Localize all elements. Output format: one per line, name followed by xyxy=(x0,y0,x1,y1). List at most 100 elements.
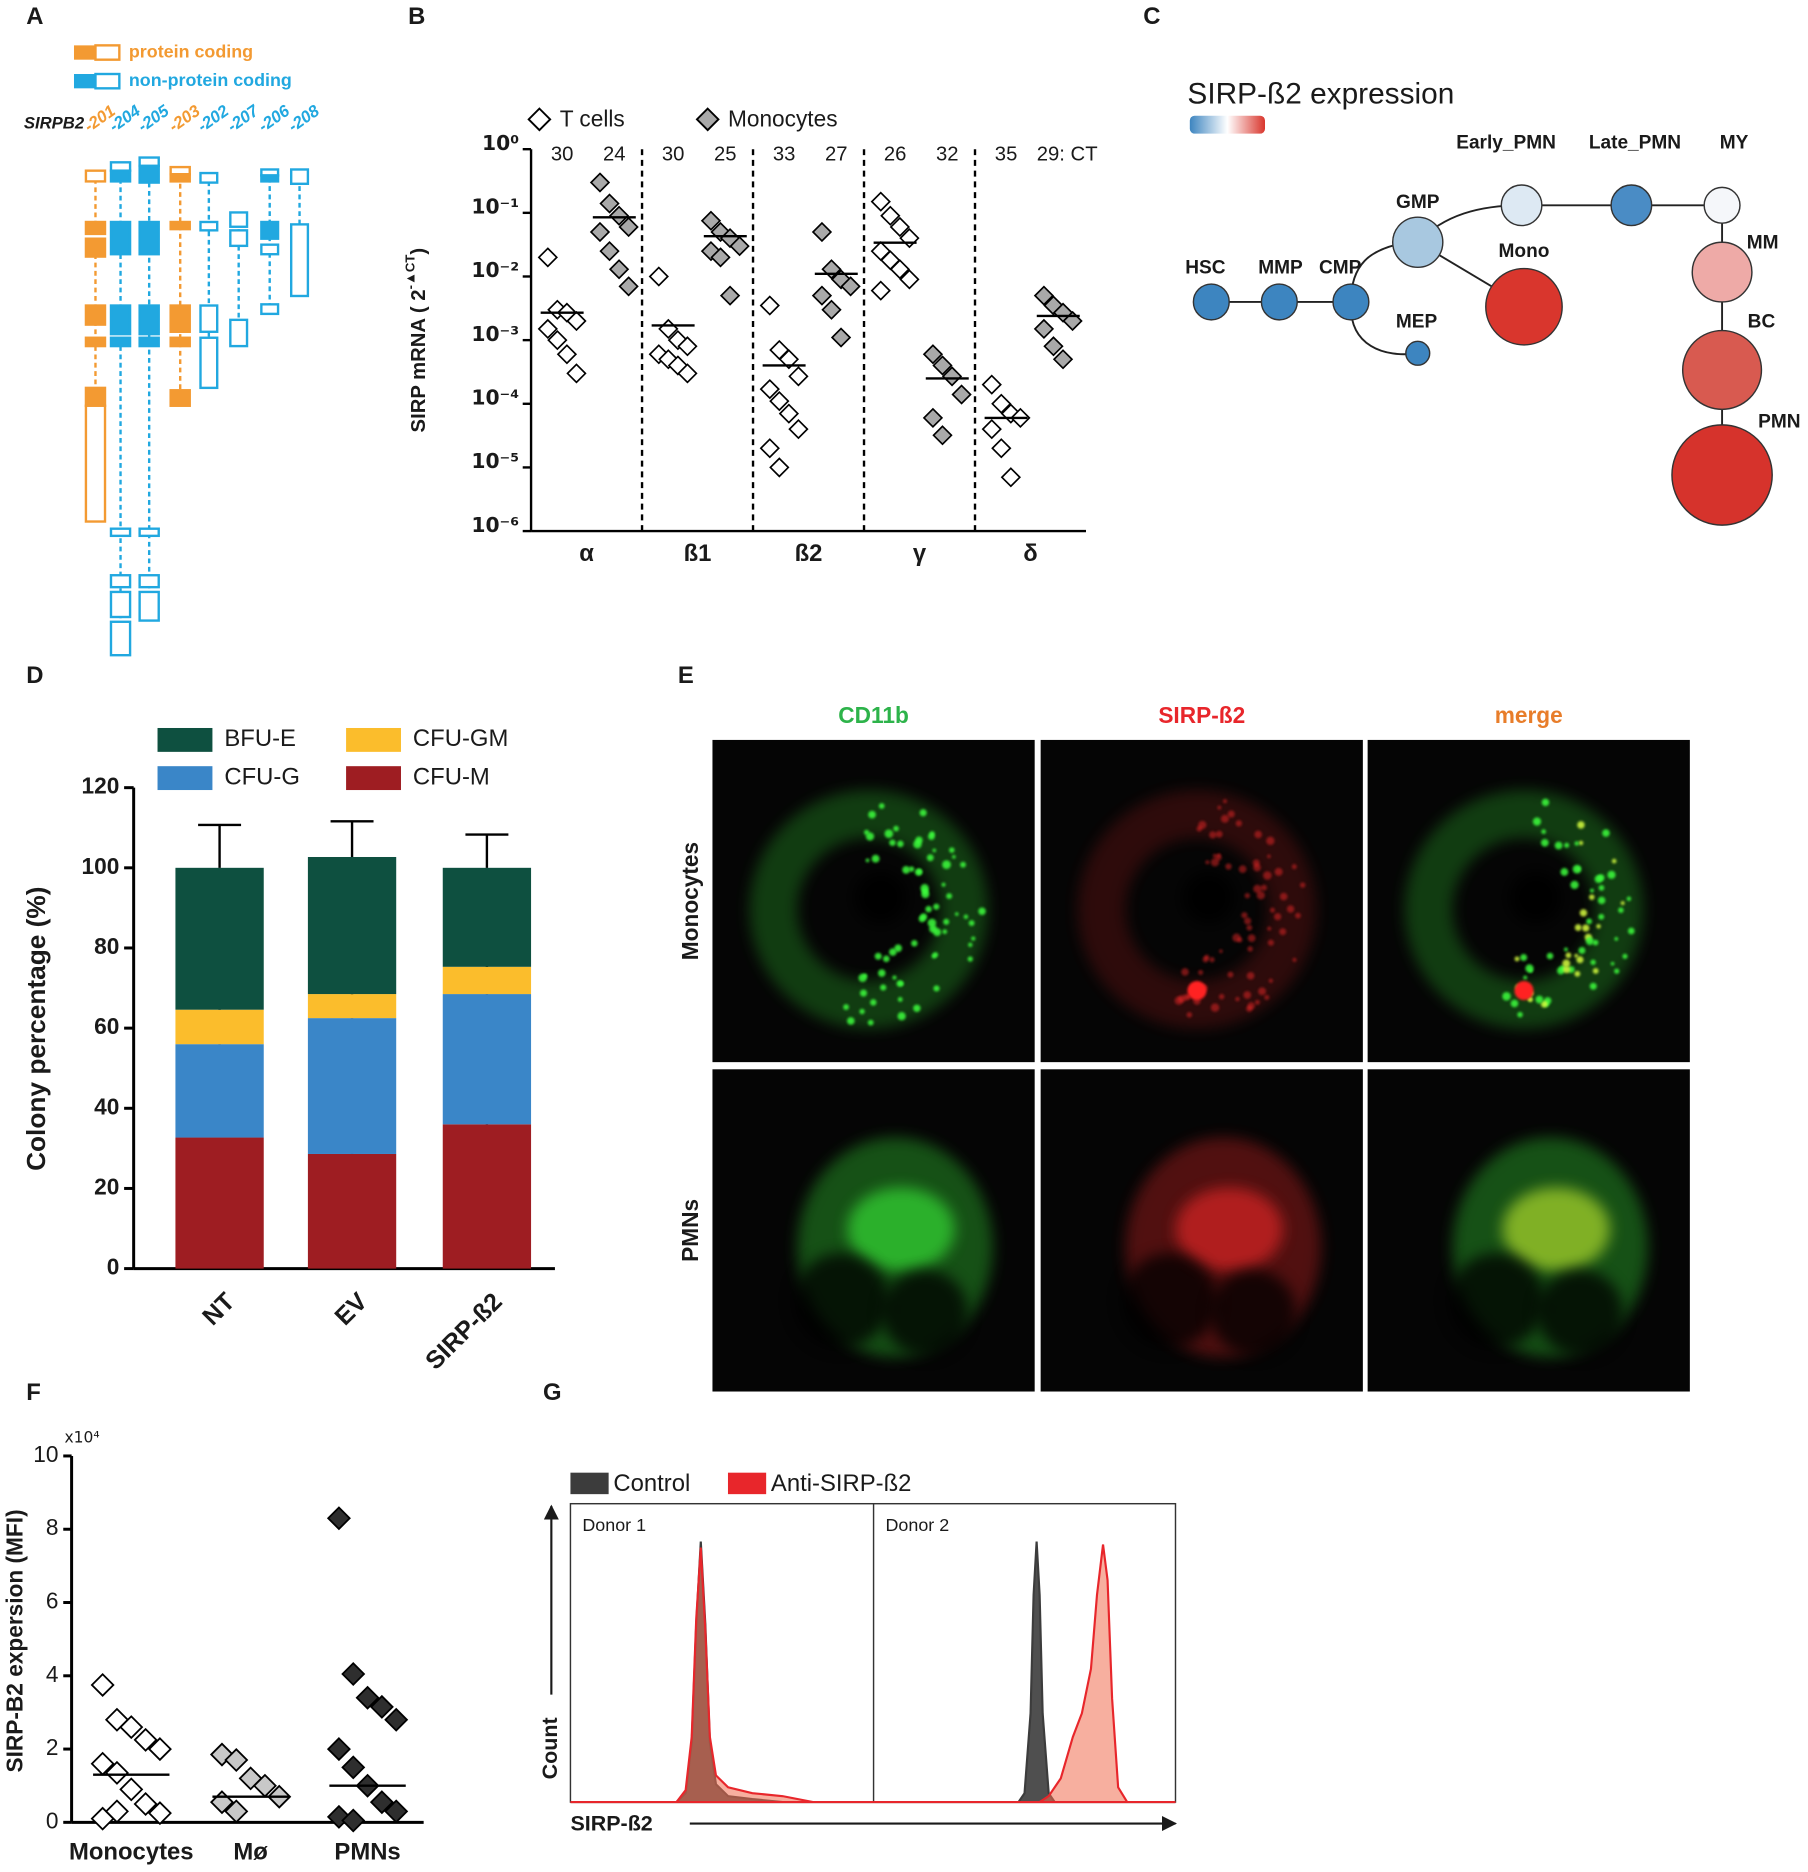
legend-swatch xyxy=(157,727,213,752)
exon xyxy=(109,527,132,538)
panel-title: Donor 2 xyxy=(886,1515,950,1535)
speckle xyxy=(867,1019,874,1026)
speckle xyxy=(1291,864,1297,870)
speckle xyxy=(1574,924,1582,931)
y-axis-label: SIRP mRNA ( 2-▲CT) xyxy=(403,248,430,433)
tree-node xyxy=(1703,186,1741,224)
y-tick-label: 4 xyxy=(46,1661,59,1687)
speckle xyxy=(1222,799,1228,804)
speckle xyxy=(926,854,934,862)
speckle xyxy=(1258,987,1267,996)
exon xyxy=(229,229,249,248)
legend-swatch xyxy=(73,74,96,89)
data-point xyxy=(147,1801,172,1826)
exon xyxy=(109,336,132,348)
legend-marker xyxy=(527,107,552,132)
data-point xyxy=(932,425,953,446)
count-label: 32 xyxy=(936,144,959,166)
legend-label: T cells xyxy=(560,106,625,132)
y-tick-label: 100 xyxy=(82,853,120,879)
speckle xyxy=(1286,905,1295,913)
speckle xyxy=(1268,978,1273,983)
speckle xyxy=(920,913,928,921)
legend-label: CFU-GM xyxy=(413,725,508,752)
count-label: 33 xyxy=(773,144,796,166)
speckle xyxy=(1279,892,1288,901)
exon xyxy=(289,223,310,298)
speckle xyxy=(897,840,904,848)
speckle xyxy=(884,829,894,839)
y-tick-label: 10⁻³ xyxy=(471,322,519,346)
speckle xyxy=(1243,991,1252,999)
speckle xyxy=(1590,959,1596,966)
speckle xyxy=(1267,939,1274,946)
data-point xyxy=(677,336,698,357)
speckle xyxy=(1217,853,1221,857)
data-point xyxy=(341,1755,366,1780)
cell-nucleus xyxy=(1537,1269,1624,1356)
y-tick-label: 120 xyxy=(82,773,120,799)
speckle xyxy=(931,953,937,959)
data-point xyxy=(710,247,731,268)
speckle xyxy=(913,840,922,849)
y-tick-label: 6 xyxy=(46,1587,59,1613)
exon xyxy=(138,590,160,622)
speckle xyxy=(1586,918,1593,925)
speckle xyxy=(1235,820,1243,827)
data-point xyxy=(104,1799,129,1824)
exon xyxy=(109,574,132,589)
speckle xyxy=(954,912,959,916)
column-label: CD11b xyxy=(838,702,909,728)
speckle xyxy=(1198,969,1204,975)
y-tick-label: 10⁻¹ xyxy=(471,195,519,219)
exon xyxy=(84,304,107,326)
histogram-curve xyxy=(873,1544,1176,1804)
speckle xyxy=(1564,947,1568,952)
exon xyxy=(84,169,107,183)
data-point xyxy=(133,1792,158,1817)
speckle xyxy=(1610,961,1615,966)
speckle xyxy=(1577,821,1585,829)
speckle xyxy=(1618,907,1624,913)
speckle xyxy=(1510,999,1519,1008)
exon xyxy=(138,304,160,336)
legend-label: Monocytes xyxy=(728,106,838,132)
data-point xyxy=(119,1715,144,1740)
speckle xyxy=(1562,965,1571,974)
tree-node xyxy=(1671,424,1773,526)
speckle xyxy=(1620,901,1625,906)
speckle xyxy=(868,810,876,819)
exon xyxy=(199,220,219,232)
y-tick-label: 80 xyxy=(94,933,119,959)
exon xyxy=(138,574,160,589)
x-tick-label: ß2 xyxy=(795,540,823,567)
cell-nucleus xyxy=(1121,1253,1218,1349)
exon xyxy=(289,168,310,185)
count-label: 24 xyxy=(603,144,626,166)
data-point xyxy=(830,327,852,348)
speckle xyxy=(888,948,897,956)
data-point xyxy=(769,457,790,478)
exon xyxy=(109,169,132,183)
node-label: Early_PMN xyxy=(1456,132,1556,153)
speckle xyxy=(942,860,951,870)
cell-nucleus xyxy=(1448,1253,1545,1349)
panel-label: F xyxy=(26,1379,41,1406)
speckle xyxy=(1540,1000,1548,1008)
error-bar xyxy=(330,820,374,857)
speckle xyxy=(1247,1002,1255,1010)
speckle xyxy=(1589,894,1595,900)
speckle xyxy=(908,866,915,872)
speckle xyxy=(871,854,880,863)
speckle xyxy=(874,952,882,960)
speckle xyxy=(1582,924,1590,932)
data-point xyxy=(981,374,1002,395)
color-bar xyxy=(1189,115,1266,134)
data-point xyxy=(880,205,901,226)
data-point xyxy=(1033,318,1055,340)
speckle xyxy=(1517,1011,1523,1018)
data-point xyxy=(369,1694,394,1719)
panel-label: E xyxy=(678,662,694,689)
data-point xyxy=(719,285,741,306)
speckle xyxy=(1215,830,1223,838)
